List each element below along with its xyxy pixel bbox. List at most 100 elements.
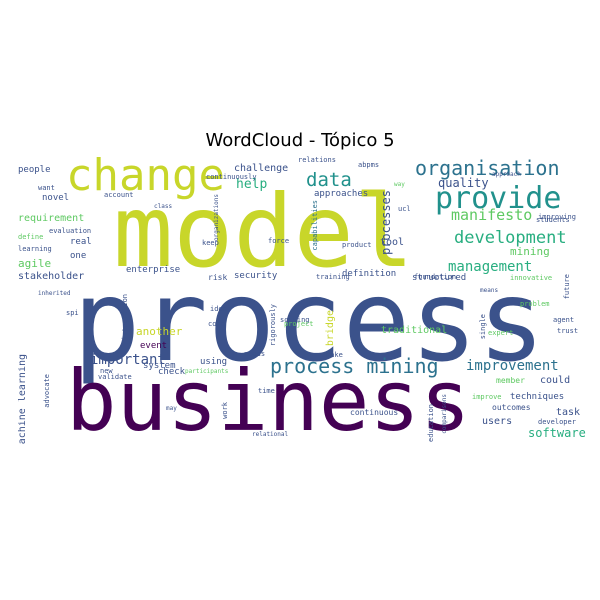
word-help: help	[236, 177, 268, 192]
word-solving: solving	[280, 316, 310, 324]
word-stakeholder: stakeholder	[18, 271, 85, 282]
word-outcomes: outcomes	[492, 403, 531, 412]
word-traditional: traditional	[381, 325, 448, 336]
word-ucl: ucl	[398, 205, 411, 213]
word-single: single	[479, 314, 487, 340]
word-management: management	[448, 259, 533, 275]
word-students: students	[536, 216, 570, 224]
word-may: may	[166, 405, 177, 412]
word-novel: novel	[42, 193, 70, 203]
word-development: development	[454, 228, 567, 248]
word-abpms: abpms	[358, 161, 380, 169]
word-another: another	[136, 325, 183, 338]
word-innovative: innovative	[510, 274, 553, 282]
word-expert: expert	[488, 329, 514, 337]
word-advocate: advocate	[43, 374, 51, 408]
word-people: people	[18, 165, 51, 175]
word-trust: trust	[557, 327, 579, 335]
word-data: data	[306, 169, 352, 191]
word-force: force	[268, 237, 290, 245]
word-future: future	[563, 274, 571, 300]
word-enterprise: enterprise	[126, 265, 181, 275]
word-users: users	[482, 416, 513, 427]
word-requirement: requirement	[18, 213, 85, 224]
word-use: use	[306, 299, 319, 307]
word-quality: quality	[438, 176, 489, 190]
word-keep: keep	[202, 239, 219, 247]
word-provide: provide	[435, 181, 562, 216]
word-mining: mining	[510, 245, 550, 258]
word-problem: problem	[520, 300, 550, 308]
word-continuous: continuous	[350, 408, 399, 417]
word-project: project	[284, 320, 314, 328]
word-comparisons: comparisons	[441, 394, 448, 434]
word-time: time	[258, 387, 275, 395]
word-means: means	[480, 287, 499, 294]
word-task: task	[556, 407, 581, 418]
word-relations: relations	[298, 156, 336, 164]
word-could: could	[540, 375, 571, 386]
word-learning: learning	[18, 245, 52, 253]
word-risk: risk	[208, 273, 228, 282]
word-techniques: techniques	[510, 392, 565, 402]
word-software: software	[528, 426, 586, 440]
word-rigorously: rigorously	[269, 304, 277, 347]
word-improve: improve	[472, 393, 502, 401]
word-new: new	[100, 367, 113, 375]
word-approach: approach	[492, 171, 521, 178]
word-challenge: challenge	[234, 163, 289, 174]
word-using: using	[200, 357, 228, 367]
word-validate: validate	[98, 373, 132, 381]
word-definition: definition	[342, 269, 397, 279]
word-organizations: organizations	[213, 194, 220, 241]
word-manifesto: manifesto	[451, 206, 533, 224]
word-cloud: process model business change provide process…	[18, 154, 600, 444]
word-improvement: improvement	[466, 358, 559, 374]
word-bridge: bridge	[325, 310, 336, 347]
word-event: event	[140, 341, 168, 351]
word-important: important	[90, 352, 166, 368]
word-spi: spi	[66, 309, 79, 317]
word-inherited: inherited	[38, 290, 71, 297]
word-way: way	[394, 181, 405, 188]
word-process: process	[73, 257, 546, 387]
word-class: class	[154, 203, 173, 210]
word-check: check	[158, 367, 186, 377]
word-member: member	[496, 376, 525, 385]
word-one: one	[70, 251, 87, 261]
word-core: core	[208, 320, 225, 328]
word-want: want	[38, 184, 55, 192]
word-system: system	[143, 361, 176, 371]
word-integration: integration	[121, 294, 129, 341]
word-machine-learning: machine learning	[18, 354, 28, 444]
word-improving: improving	[538, 213, 576, 221]
word-developer: developer	[538, 418, 576, 426]
word-capabilities: capabilities	[311, 200, 319, 251]
word-business: business	[66, 352, 471, 444]
chart-title: WordCloud - Tópico 5	[205, 130, 395, 151]
word-participants: participants	[185, 368, 229, 375]
word-education: education	[427, 404, 435, 442]
word-approaches: approaches	[314, 189, 369, 199]
word-continuously: continuously	[206, 173, 257, 181]
word-make: make	[326, 351, 343, 359]
word-security: security	[234, 271, 278, 281]
word-agent: agent	[553, 316, 575, 324]
word-work: work	[221, 402, 229, 419]
word-account: account	[104, 191, 134, 199]
word-tool: tool	[380, 237, 405, 248]
word-foundation: foundation	[414, 273, 457, 281]
word-structured: structured	[412, 273, 467, 283]
word-model: model	[113, 173, 415, 290]
word-idea: idea	[210, 305, 227, 313]
word-needs: needs	[244, 350, 266, 358]
word-product: product	[342, 241, 372, 249]
word-evaluation: evaluation	[49, 227, 92, 235]
word-organisation: organisation	[415, 156, 560, 180]
word-define: define	[18, 233, 44, 241]
word-relational: relational	[252, 431, 289, 438]
word-agile: agile	[18, 257, 52, 270]
word-training: training	[316, 273, 350, 281]
word-real: real	[70, 237, 92, 247]
word-change: change	[66, 154, 225, 201]
